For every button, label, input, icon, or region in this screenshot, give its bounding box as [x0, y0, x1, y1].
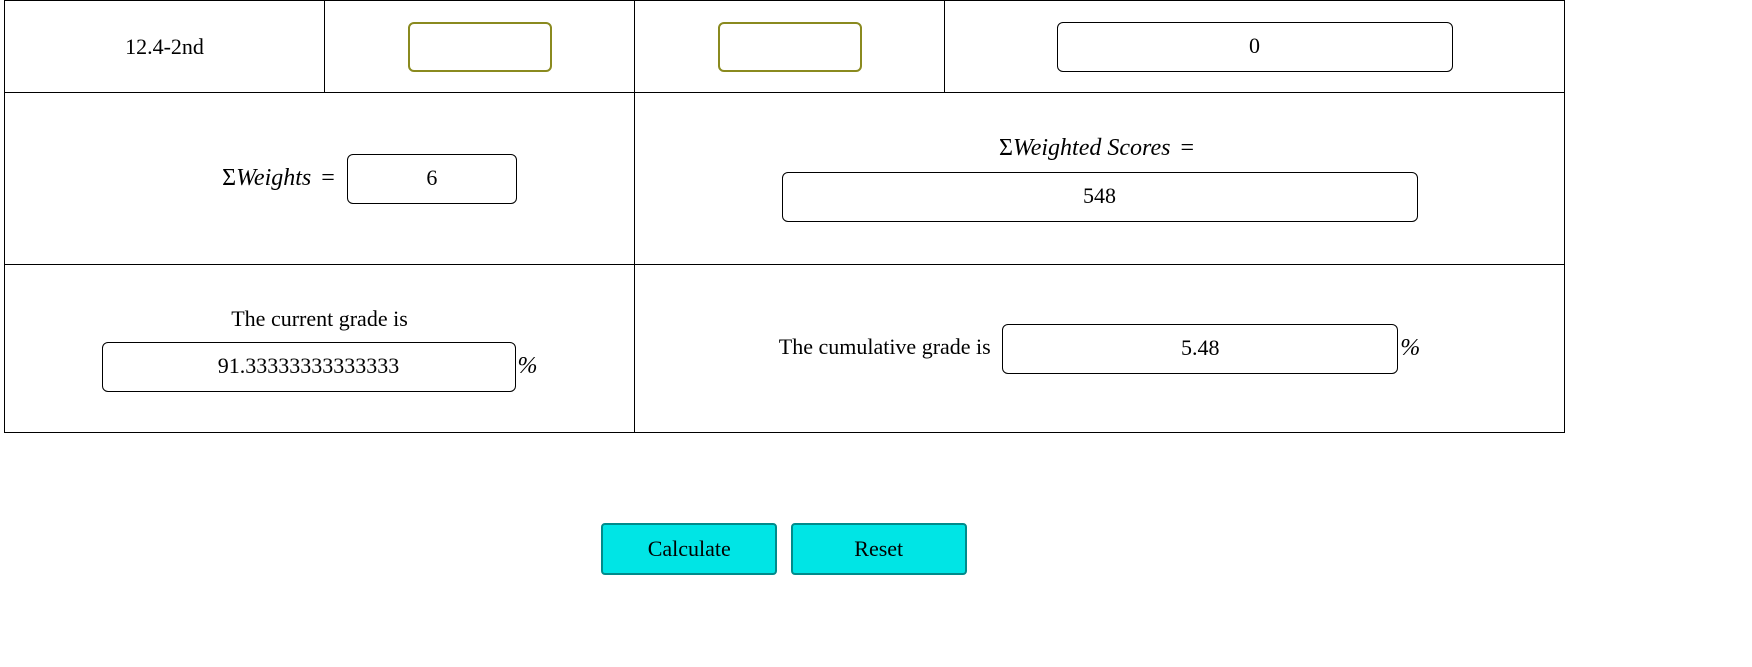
assignment-row: 12.4-2nd 0: [5, 1, 1565, 93]
weighted-score-output: 0: [1057, 22, 1453, 72]
reset-button[interactable]: Reset: [791, 523, 967, 575]
assignment-label: 12.4-2nd: [125, 34, 204, 59]
current-grade-label: The current grade is: [102, 306, 538, 332]
cumulative-grade-output: 5.48: [1002, 324, 1398, 374]
sum-weights-label: ΣWeights =: [222, 165, 347, 191]
sum-weighted-scores-cell: ΣWeighted Scores = 548: [635, 93, 1565, 265]
current-grade-cell: The current grade is 91.33333333333333%: [5, 265, 635, 433]
percent-sign: %: [1400, 335, 1420, 361]
sum-weights-output: 6: [347, 154, 517, 204]
calculate-button[interactable]: Calculate: [601, 523, 777, 575]
cumulative-grade-cell: The cumulative grade is 5.48%: [635, 265, 1565, 433]
percent-sign: %: [518, 353, 538, 379]
sum-weighted-scores-label: ΣWeighted Scores =: [782, 135, 1418, 162]
sum-weights-cell: ΣWeights = 6: [5, 93, 635, 265]
weight-input[interactable]: [718, 22, 862, 72]
score-input[interactable]: [408, 22, 552, 72]
grade-table: 12.4-2nd 0 ΣWeights = 6 ΣWeighted: [4, 0, 1565, 433]
sum-weighted-scores-output: 548: [782, 172, 1418, 222]
cumulative-grade-label: The cumulative grade is: [779, 334, 991, 359]
button-row: Calculate Reset: [4, 523, 1564, 575]
current-grade-output: 91.33333333333333: [102, 342, 516, 392]
